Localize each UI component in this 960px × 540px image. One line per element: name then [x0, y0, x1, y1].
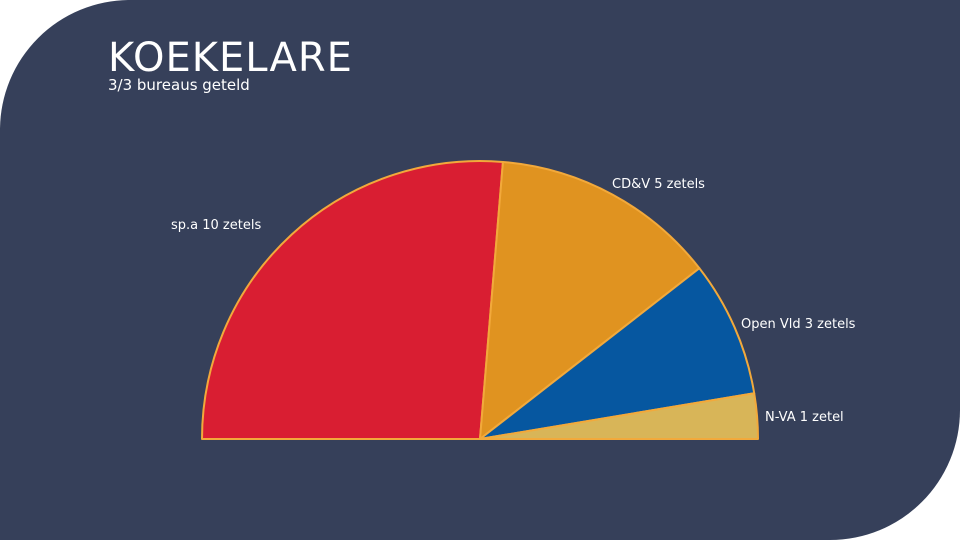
page-subtitle: 3/3 bureaus geteld: [108, 76, 250, 94]
slice-open-vld: [479, 267, 756, 440]
label-cd-v: CD&V 5 zetels: [612, 177, 705, 192]
slice-n-va: [479, 392, 759, 440]
page-title: KOEKELARE: [108, 35, 353, 81]
label-open-vld: Open Vld 3 zetels: [741, 317, 856, 332]
chart-slices: [201, 160, 759, 440]
label-n-va: N-VA 1 zetel: [765, 410, 844, 425]
label-sp-a: sp.a 10 zetels: [171, 218, 261, 233]
slice-cd-v: [479, 160, 701, 440]
chart-labels: sp.a 10 zetels CD&V 5 zetels Open Vld 3 ze…: [171, 177, 856, 425]
slice-sp-a: [201, 160, 504, 440]
